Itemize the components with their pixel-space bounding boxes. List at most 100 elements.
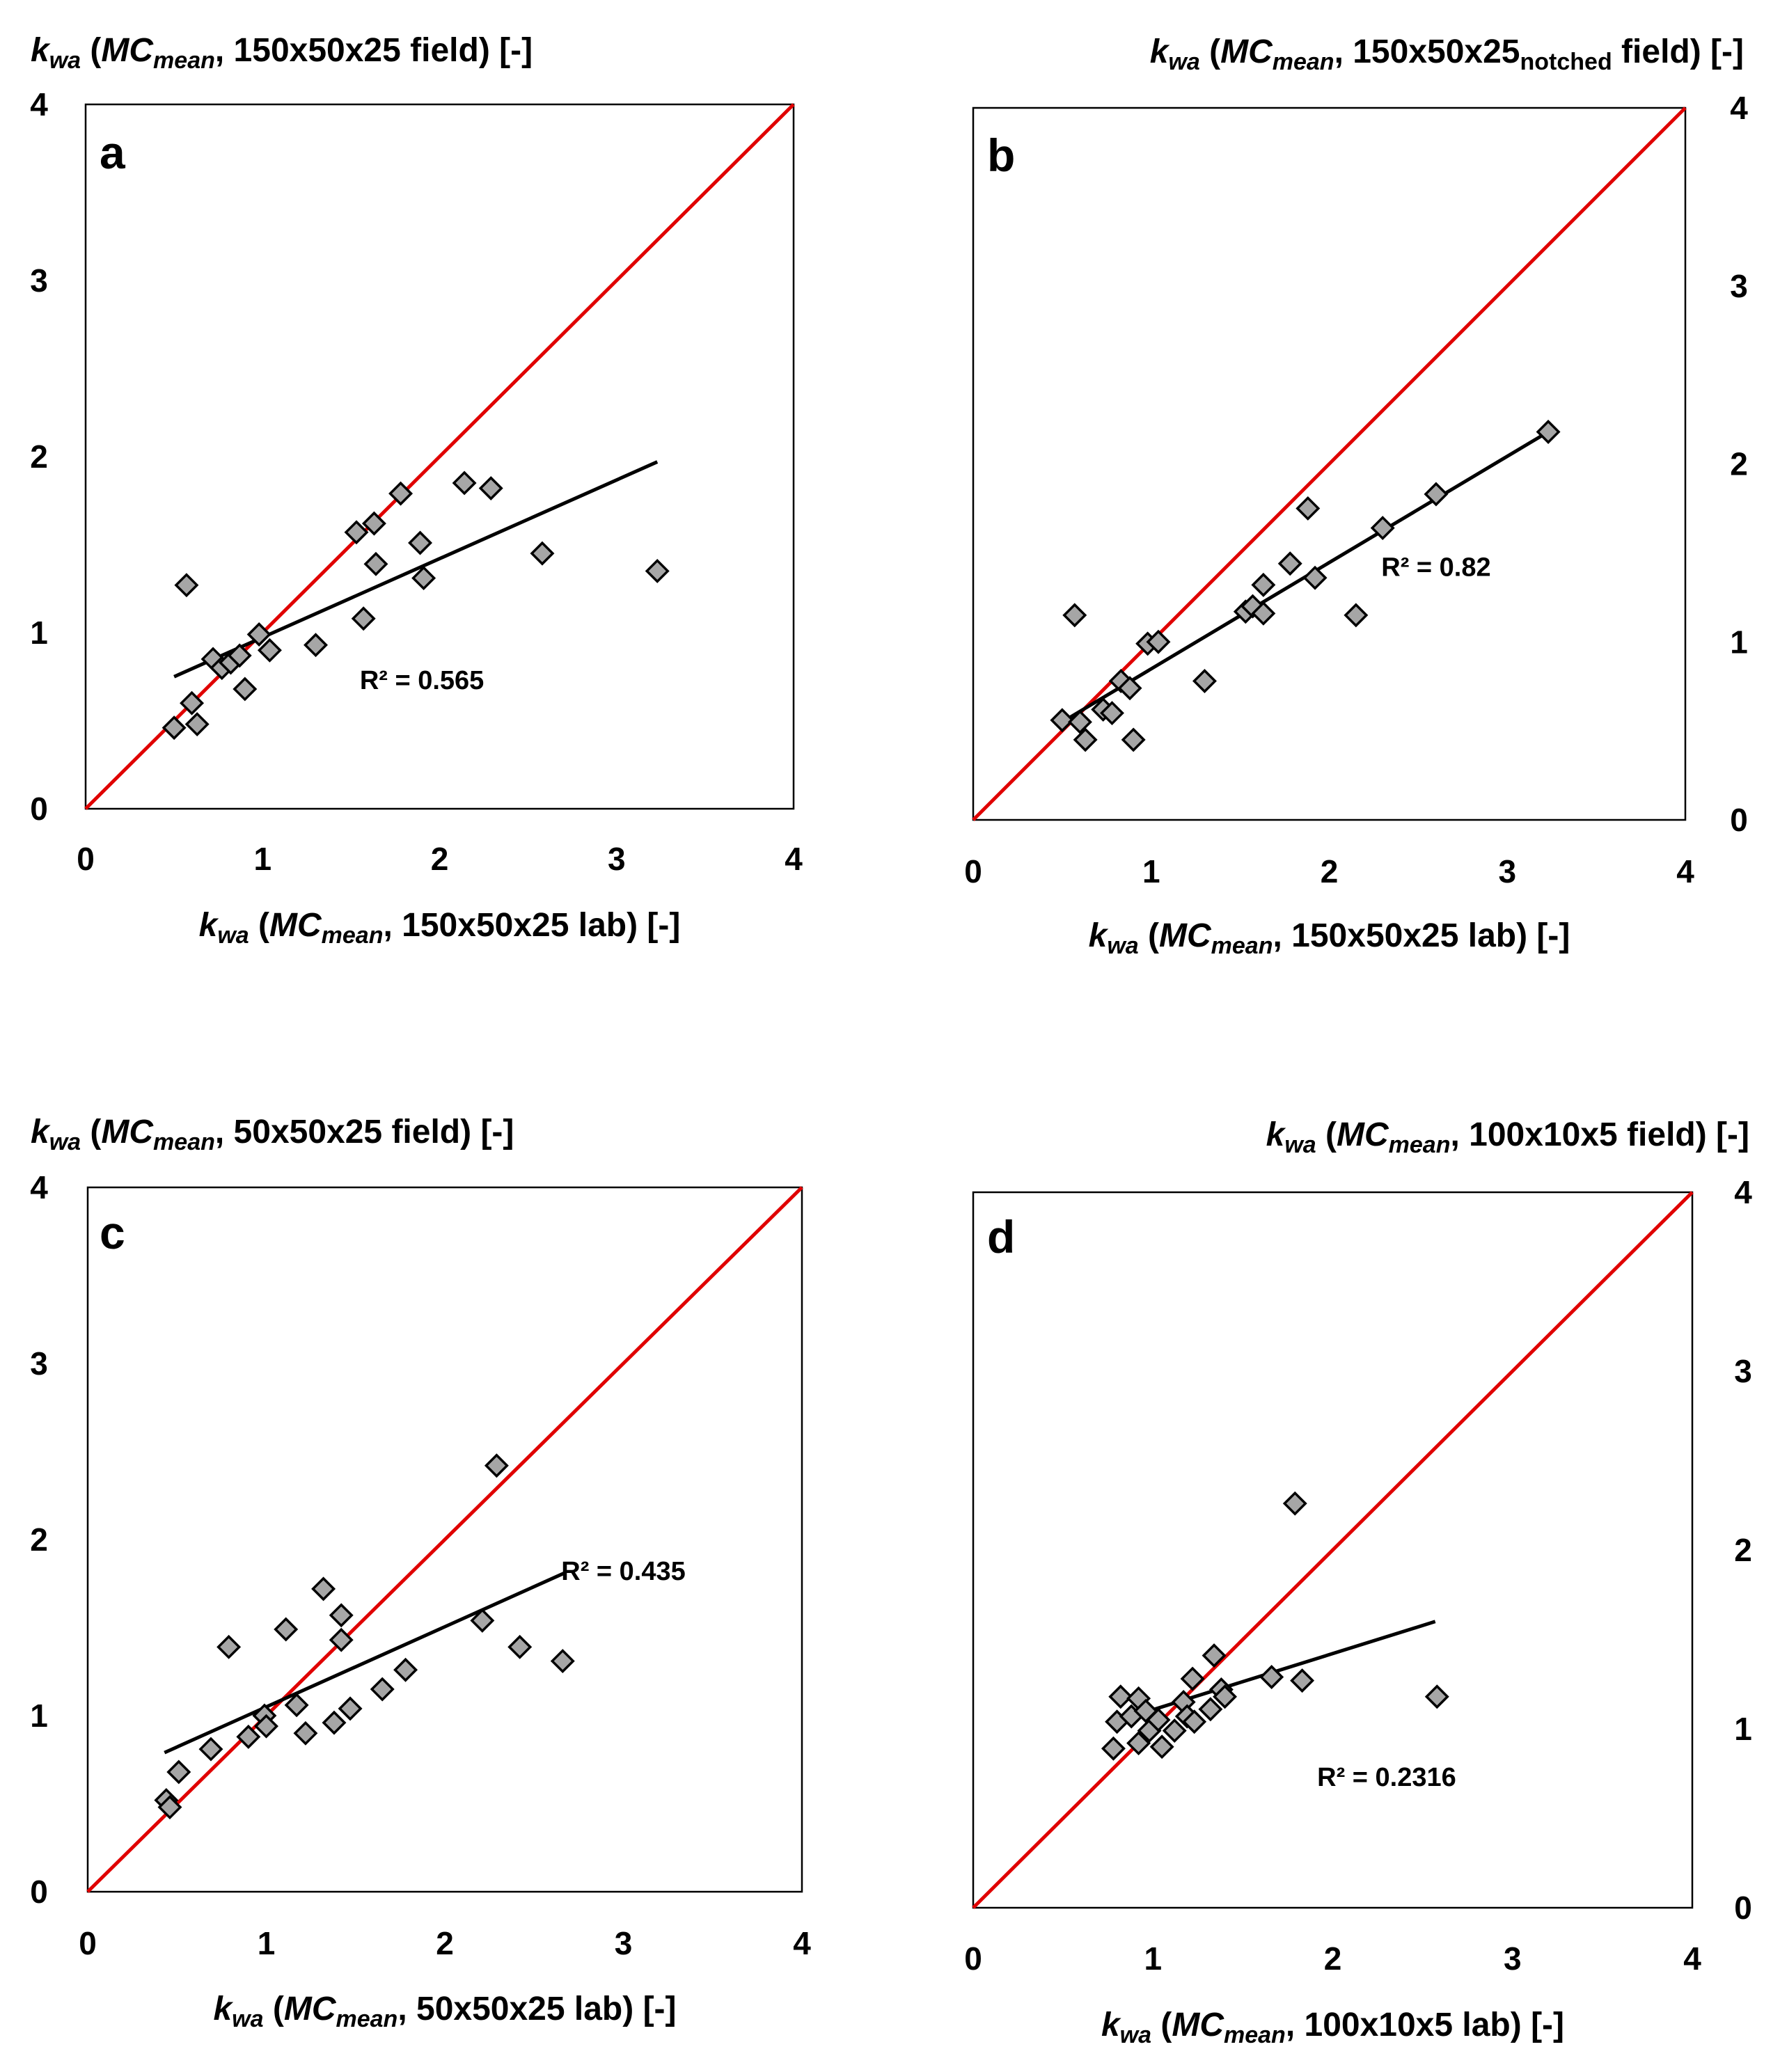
data-point bbox=[1108, 1684, 1133, 1709]
data-point bbox=[1062, 603, 1087, 628]
y-tick-label: 0 bbox=[30, 1874, 48, 1910]
data-point bbox=[216, 1634, 242, 1659]
x-tick-label: 0 bbox=[77, 841, 95, 877]
data-point bbox=[1202, 1643, 1227, 1668]
x-tick-label: 0 bbox=[79, 1925, 97, 1961]
x-tick-label: 1 bbox=[258, 1925, 276, 1961]
data-point bbox=[507, 1634, 533, 1659]
x-tick-label: 3 bbox=[1498, 853, 1516, 889]
data-point bbox=[344, 520, 369, 545]
data-point bbox=[363, 551, 388, 576]
data-point bbox=[550, 1649, 575, 1674]
y-tick-label: 1 bbox=[30, 615, 48, 651]
data-point bbox=[1101, 1736, 1126, 1761]
y-tick-label: 2 bbox=[30, 438, 48, 475]
y-axis-title: kwa (MCmean, 100x10x5 field) [-] bbox=[1266, 1116, 1749, 1158]
y-tick-label: 0 bbox=[1730, 802, 1748, 838]
x-axis-title: kwa (MCmean, 50x50x25 lab) [-] bbox=[213, 1991, 676, 2032]
x-tick-label: 0 bbox=[964, 1940, 982, 1977]
r-squared-label: R² = 0.565 bbox=[360, 666, 485, 695]
data-point bbox=[233, 677, 258, 702]
x-tick-label: 4 bbox=[1683, 1940, 1701, 1977]
data-point bbox=[1067, 709, 1092, 734]
x-tick-label: 0 bbox=[964, 853, 982, 889]
data-point bbox=[254, 1714, 278, 1739]
y-tick-label: 1 bbox=[1734, 1711, 1752, 1747]
y-tick-label: 4 bbox=[30, 86, 48, 122]
data-point bbox=[1100, 701, 1124, 726]
data-point bbox=[246, 622, 271, 647]
panel-letter: a bbox=[100, 127, 126, 178]
y-tick-label: 0 bbox=[1734, 1890, 1752, 1926]
data-point bbox=[162, 715, 187, 741]
data-point bbox=[1290, 1668, 1315, 1693]
x-tick-label: 2 bbox=[1324, 1940, 1342, 1977]
y-tick-label: 3 bbox=[1734, 1353, 1752, 1389]
y-axis-title: kwa (MCmean, 50x50x25 field) [-] bbox=[31, 1114, 514, 1155]
data-point bbox=[293, 1721, 318, 1746]
x-tick-label: 1 bbox=[1142, 853, 1160, 889]
panel-letter: d bbox=[987, 1211, 1015, 1263]
data-point bbox=[338, 1696, 363, 1721]
data-point bbox=[1295, 496, 1321, 521]
y-tick-label: 1 bbox=[30, 1698, 48, 1734]
data-point bbox=[388, 481, 414, 506]
data-point bbox=[645, 558, 670, 583]
y-tick-label: 4 bbox=[30, 1169, 48, 1205]
x-tick-label: 4 bbox=[785, 841, 803, 877]
data-point bbox=[198, 1737, 223, 1762]
x-tick-label: 2 bbox=[436, 1925, 454, 1961]
data-point bbox=[393, 1657, 418, 1682]
x-tick-label: 3 bbox=[608, 841, 626, 877]
data-point bbox=[322, 1710, 347, 1735]
data-point bbox=[1180, 1666, 1205, 1691]
x-tick-label: 2 bbox=[431, 841, 449, 877]
identity-line bbox=[86, 1186, 803, 1893]
y-axis-title: kwa (MCmean, 150x50x25 field) [-] bbox=[31, 32, 533, 74]
x-tick-label: 1 bbox=[1144, 1940, 1162, 1977]
x-tick-label: 1 bbox=[253, 841, 271, 877]
y-tick-label: 3 bbox=[30, 1345, 48, 1382]
data-point bbox=[361, 511, 386, 536]
data-point bbox=[478, 476, 503, 501]
data-point bbox=[370, 1677, 395, 1702]
identity-line bbox=[972, 1191, 1694, 1909]
data-point bbox=[184, 712, 210, 737]
data-point bbox=[1259, 1664, 1284, 1689]
data-point bbox=[452, 470, 477, 496]
data-point bbox=[227, 643, 252, 668]
data-point bbox=[1370, 516, 1395, 541]
y-tick-label: 2 bbox=[1734, 1532, 1752, 1568]
x-tick-label: 4 bbox=[1676, 853, 1694, 889]
panel-letter: c bbox=[100, 1207, 125, 1258]
data-point bbox=[530, 541, 555, 566]
trend-line bbox=[164, 1571, 565, 1755]
data-point bbox=[1162, 1718, 1187, 1743]
data-point bbox=[1198, 1697, 1223, 1722]
data-point bbox=[304, 633, 328, 658]
y-tick-label: 4 bbox=[1734, 1174, 1752, 1210]
r-squared-label: R² = 0.82 bbox=[1381, 553, 1490, 583]
y-tick-label: 2 bbox=[30, 1521, 48, 1558]
data-point bbox=[311, 1576, 336, 1602]
data-point bbox=[1126, 1731, 1151, 1756]
panel-letter: b bbox=[987, 129, 1015, 181]
data-point bbox=[274, 1617, 299, 1642]
x-tick-label: 3 bbox=[615, 1925, 633, 1961]
x-axis-title: kwa (MCmean, 150x50x25 lab) [-] bbox=[199, 907, 681, 949]
identity-line bbox=[84, 103, 795, 810]
data-point bbox=[1302, 565, 1328, 590]
data-point bbox=[1251, 601, 1276, 626]
r-squared-label: R² = 0.2316 bbox=[1317, 1763, 1456, 1792]
x-tick-label: 4 bbox=[793, 1925, 811, 1961]
y-tick-label: 3 bbox=[30, 262, 48, 299]
data-point bbox=[166, 1759, 191, 1785]
data-point bbox=[1050, 708, 1075, 733]
y-tick-label: 3 bbox=[1730, 268, 1748, 304]
data-point bbox=[1424, 1684, 1449, 1709]
data-point bbox=[1121, 727, 1146, 752]
y-tick-label: 4 bbox=[1730, 90, 1748, 126]
